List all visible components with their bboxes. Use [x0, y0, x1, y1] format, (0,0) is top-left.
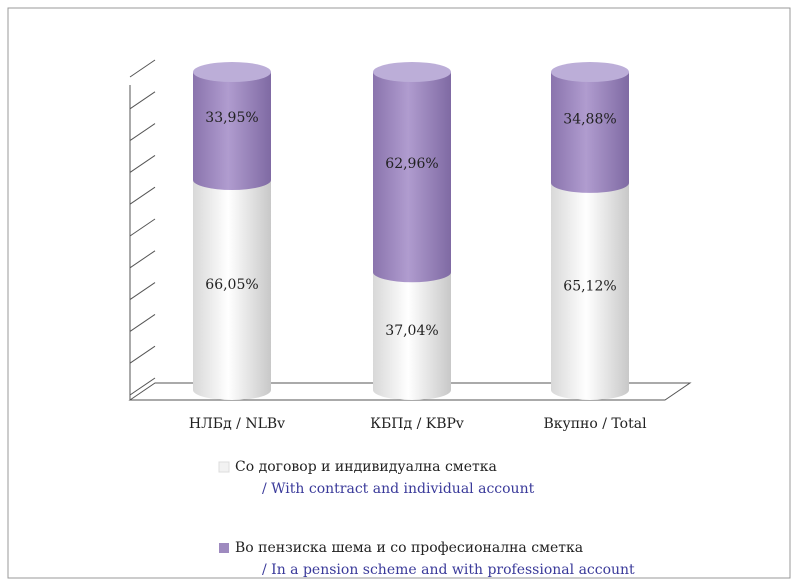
- grid-line: [129, 123, 156, 142]
- grid-line: [129, 345, 156, 364]
- legend-swatch: [219, 543, 229, 553]
- cylinder-top: [193, 62, 271, 82]
- cylinder-segment: [193, 179, 271, 400]
- cylinder-top: [373, 62, 451, 82]
- legend-label: Во пензиска шема и со професионална смет…: [235, 540, 583, 556]
- cylinder-segment: [193, 72, 271, 190]
- x-tick-label: Вкупно / Total: [543, 416, 647, 432]
- grid-line: [129, 250, 156, 269]
- cylinder-segment: [373, 272, 451, 400]
- grid-line: [129, 59, 156, 78]
- data-label: 65,12%: [563, 278, 616, 294]
- data-label: 34,88%: [563, 111, 616, 127]
- grid-line: [129, 154, 156, 173]
- legend-swatch: [218, 461, 230, 473]
- cylinder-segment: [373, 72, 451, 283]
- legend-label-en: / With contract and individual account: [262, 481, 535, 497]
- x-tick-label: НЛБд / NLBv: [189, 416, 285, 432]
- data-label: 37,04%: [385, 323, 438, 339]
- x-tick-label: КБПд / KBPv: [370, 416, 464, 432]
- cylinder-segment: [551, 182, 629, 400]
- data-label: 62,96%: [385, 156, 438, 172]
- grid-line: [129, 218, 156, 237]
- data-label: 33,95%: [205, 110, 258, 126]
- legend-label: Со договор и индивидуална сметка: [235, 459, 497, 475]
- grid-line: [129, 377, 156, 396]
- floor: [128, 382, 692, 401]
- grid-line: [129, 313, 156, 332]
- cylinder-top: [551, 62, 629, 82]
- grid-line: [129, 91, 156, 110]
- cylinder-segment: [551, 72, 629, 193]
- grid-line: [129, 282, 156, 301]
- grid-line: [129, 186, 156, 205]
- legend-label-en: / In a pension scheme and with professio…: [262, 562, 635, 578]
- data-label: 66,05%: [205, 277, 258, 293]
